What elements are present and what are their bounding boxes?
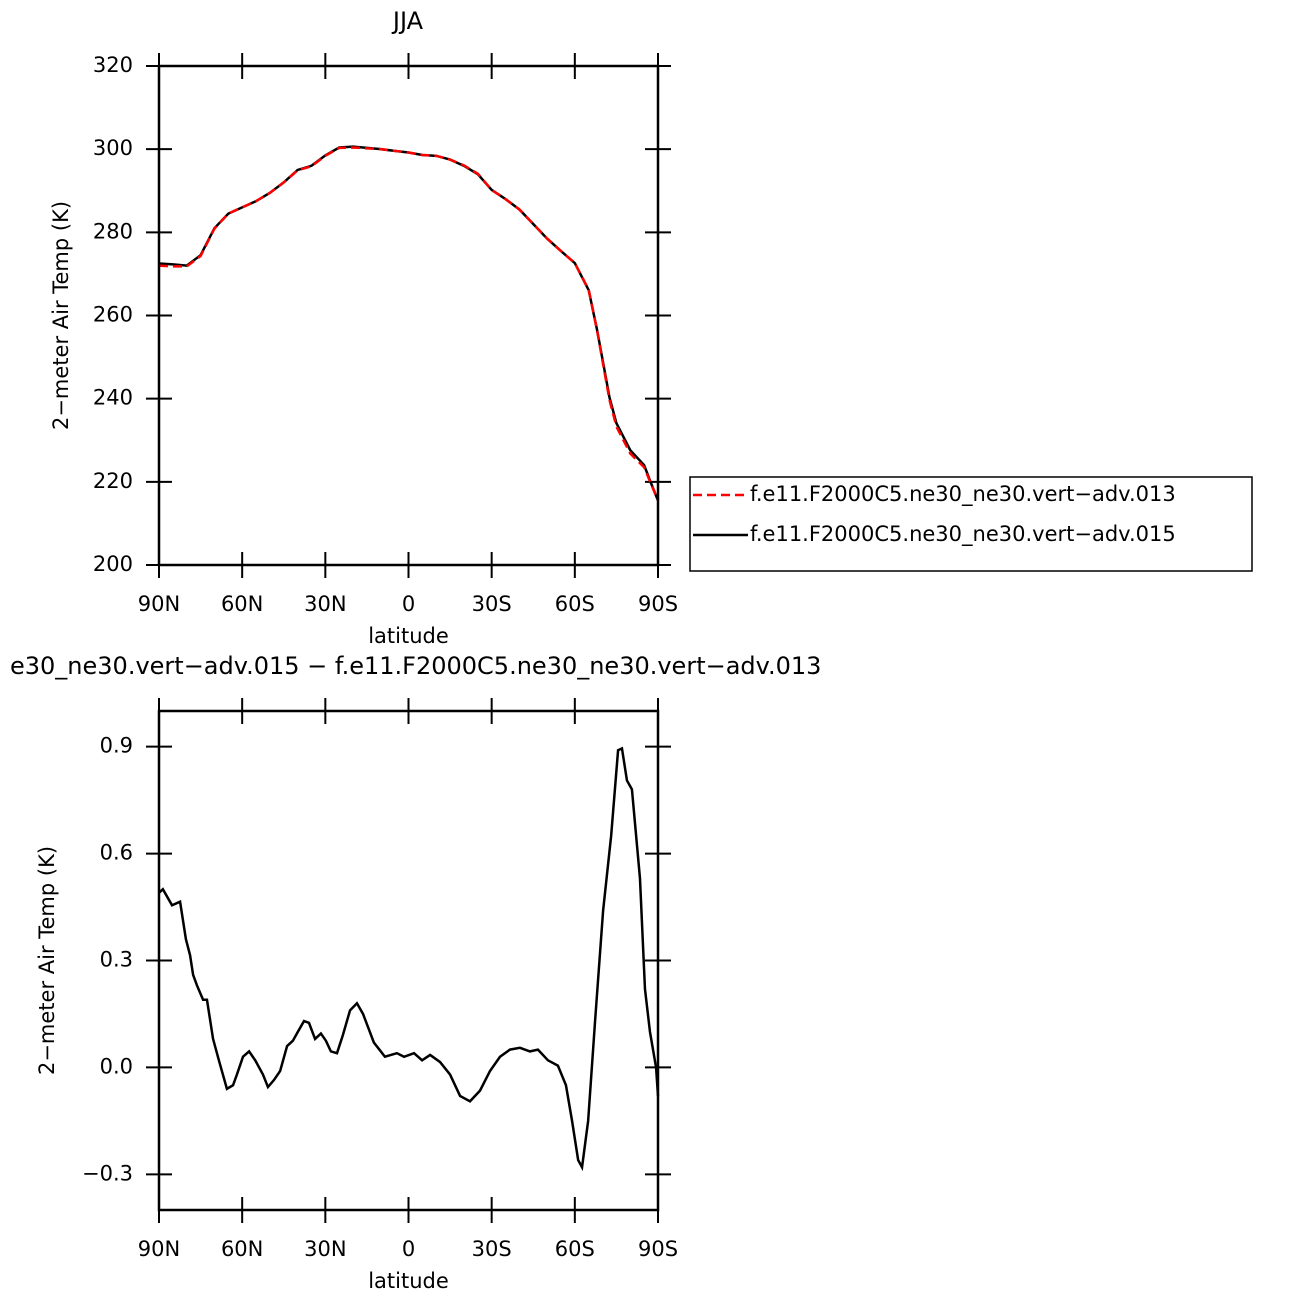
- y-tick-label: 260: [93, 303, 133, 327]
- y-tick-label: 280: [93, 219, 133, 243]
- y-tick-label: 200: [93, 552, 133, 576]
- y-tick-label: 220: [93, 469, 133, 493]
- y-tick-label: 300: [93, 136, 133, 160]
- x-tick-label: 60N: [221, 592, 263, 616]
- x-tick-label: 60S: [555, 1237, 595, 1261]
- y-tick-label: 0.6: [100, 841, 133, 865]
- x-tick-label: 30N: [304, 1237, 346, 1261]
- chart-title: JJA: [391, 7, 424, 35]
- x-tick-label: 90N: [138, 592, 180, 616]
- x-tick-label: 60N: [221, 1237, 263, 1261]
- x-axis-label: latitude: [368, 624, 449, 648]
- x-tick-label: 30S: [472, 592, 512, 616]
- x-tick-label: 90S: [638, 1237, 678, 1261]
- y-axis-label: 2−meter Air Temp (K): [35, 846, 59, 1075]
- chart-title: e30_ne30.vert−adv.015 − f.e11.F2000C5.ne…: [10, 652, 821, 680]
- y-tick-label: 0.0: [100, 1054, 133, 1078]
- data-line: [158, 746, 660, 1172]
- plot-frame: [157, 709, 660, 1212]
- x-tick-label: 60S: [555, 592, 595, 616]
- y-tick-label: 320: [93, 53, 133, 77]
- x-tick-label: 0: [402, 1237, 415, 1261]
- data-line: [158, 145, 660, 502]
- legend-label: f.e11.F2000C5.ne30_ne30.vert−adv.015: [750, 522, 1176, 547]
- y-axis-label: 2−meter Air Temp (K): [49, 201, 73, 430]
- x-tick-label: 90S: [638, 592, 678, 616]
- y-tick-label: 0.9: [100, 734, 133, 758]
- x-tick-label: 0: [402, 592, 415, 616]
- x-tick-label: 30S: [472, 1237, 512, 1261]
- y-tick-label: −0.3: [82, 1161, 133, 1185]
- legend-box: [689, 476, 1253, 572]
- x-tick-label: 90N: [138, 1237, 180, 1261]
- y-tick-label: 240: [93, 386, 133, 410]
- data-line: [158, 146, 660, 502]
- x-tick-label: 30N: [304, 592, 346, 616]
- x-axis-label: latitude: [368, 1269, 449, 1293]
- plot-frame: [157, 64, 660, 567]
- y-tick-label: 0.3: [100, 948, 133, 972]
- legend-label: f.e11.F2000C5.ne30_ne30.vert−adv.013: [750, 482, 1176, 507]
